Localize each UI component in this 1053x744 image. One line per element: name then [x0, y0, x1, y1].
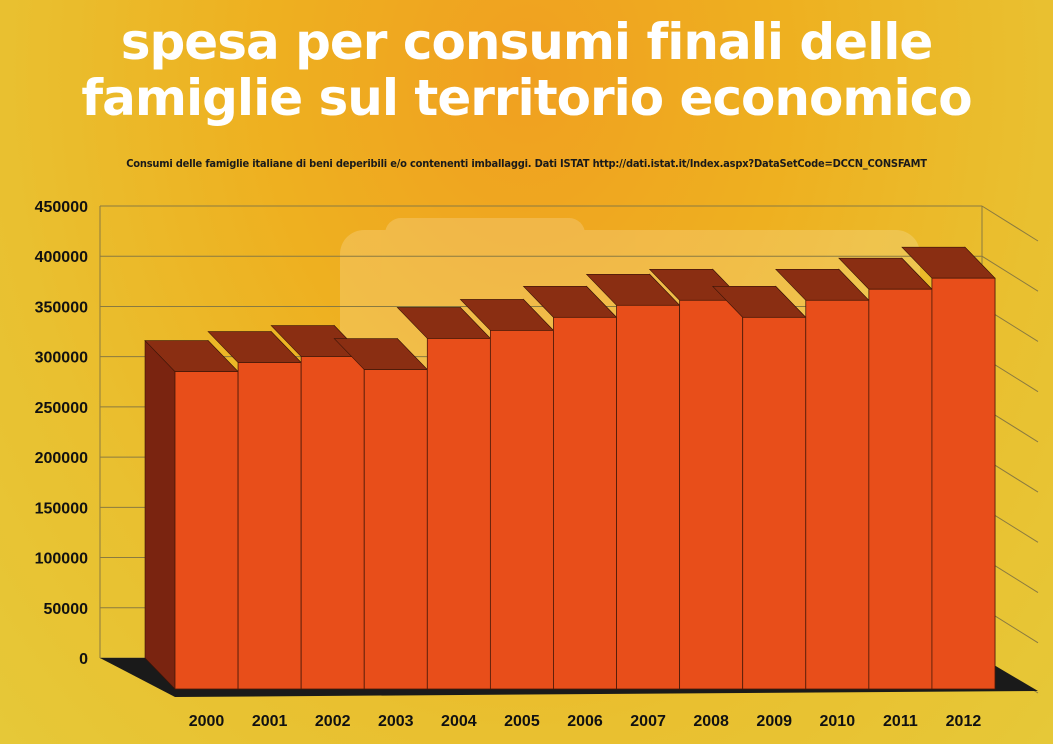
bar	[868, 288, 933, 690]
x-tick-label: 2010	[820, 713, 856, 730]
bar	[742, 316, 807, 690]
x-tick-label: 2009	[756, 713, 792, 730]
bar	[174, 371, 239, 690]
x-axis: 2000 2001 2002 2003 2004 2005 2006 2007 2008 2009…	[189, 713, 982, 730]
y-tick-label: 300000	[35, 350, 88, 367]
bar	[426, 338, 491, 690]
x-tick-label: 2007	[630, 713, 666, 730]
bar	[616, 304, 681, 690]
bar	[489, 330, 554, 690]
bar	[679, 299, 744, 690]
y-tick-label: 400000	[35, 249, 88, 266]
x-tick-label: 2004	[441, 713, 477, 730]
y-axis: 450000 400000 350000 300000 250000 200000 1500…	[35, 199, 88, 668]
chart-title-line-2: famiglie sul territorio economico	[81, 69, 972, 127]
y-tick-label: 200000	[35, 450, 88, 467]
chart-title-line-1: spesa per consumi finali delle	[120, 13, 934, 71]
x-tick-label: 2012	[946, 713, 982, 730]
y-tick-label: 250000	[35, 400, 88, 417]
gridline-side	[981, 205, 1039, 242]
bar-left-side	[144, 339, 176, 690]
y-tick-label: 350000	[35, 299, 88, 316]
x-tick-label: 2003	[378, 713, 414, 730]
x-tick-label: 2008	[693, 713, 729, 730]
bar	[237, 362, 302, 690]
bar	[931, 277, 996, 690]
y-tick-label: 100000	[35, 551, 88, 568]
chart-bars	[144, 246, 996, 690]
bar	[363, 369, 428, 690]
y-tick-label: 450000	[35, 199, 88, 216]
bar	[553, 316, 617, 690]
chart-title: spesa per consumi finali delle famiglie …	[0, 14, 1053, 126]
bar	[300, 356, 365, 690]
y-tick-label: 0	[79, 651, 88, 668]
x-tick-label: 2011	[883, 713, 918, 730]
bar	[805, 299, 870, 690]
chart-subtitle: Consumi delle famiglie italiane di beni …	[126, 157, 927, 170]
gridline-side	[981, 255, 1039, 292]
x-tick-label: 2002	[315, 713, 351, 730]
x-tick-label: 2005	[504, 713, 540, 730]
x-tick-label: 2001	[252, 713, 288, 730]
x-tick-label: 2000	[189, 713, 225, 730]
x-tick-label: 2006	[567, 713, 603, 730]
y-tick-label: 150000	[35, 500, 88, 517]
y-tick-label: 50000	[44, 601, 89, 618]
